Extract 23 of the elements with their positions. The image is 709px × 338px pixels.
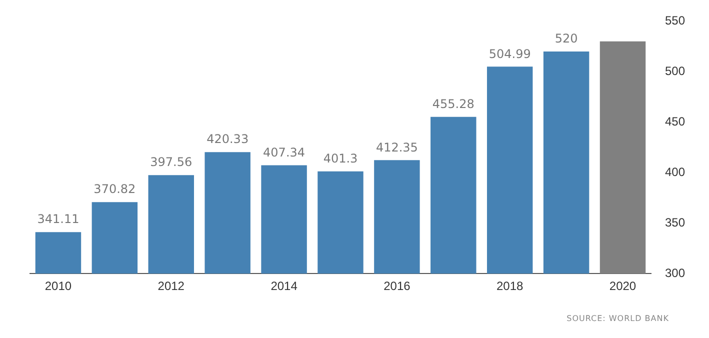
x-tick-label: 2010	[44, 279, 72, 294]
data-label: 397.56	[150, 155, 192, 170]
y-tick-label: 500	[664, 64, 686, 78]
y-tick-label: 450	[664, 114, 686, 128]
x-tick-label: 2018	[496, 279, 524, 294]
data-label: 401.3	[323, 151, 358, 166]
data-label: 341.11	[37, 212, 80, 226]
y-tick-label: 400	[664, 164, 686, 179]
x-tick-label: 2020	[609, 279, 636, 294]
y-tick-label: 300	[664, 266, 686, 280]
x-tick-label: 2014	[270, 279, 298, 294]
data-label: 407.34	[263, 145, 306, 160]
data-label: 504.99	[488, 46, 531, 61]
x-tick-label: 2016	[384, 279, 411, 294]
data-label: 520	[554, 32, 578, 46]
source-note: SOURCE: WORLD BANK	[566, 314, 669, 323]
data-label: 412.35	[376, 140, 418, 154]
y-tick-label: 350	[664, 215, 686, 230]
data-label: 420.33	[206, 132, 249, 146]
data-label: 455.28	[432, 96, 474, 111]
y-tick-label: 550	[664, 14, 686, 28]
data-label: 370.82	[94, 182, 136, 196]
x-tick-label: 2012	[158, 279, 185, 294]
